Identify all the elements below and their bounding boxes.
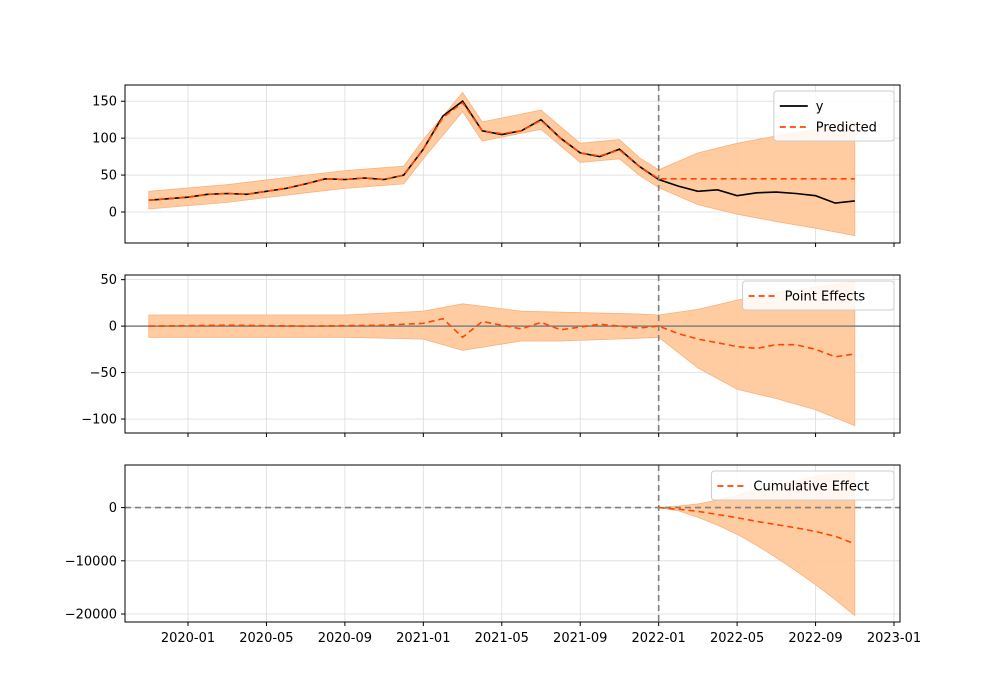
- x-tick-label: 2021-05: [475, 631, 529, 646]
- axes-frame: [124, 84, 901, 244]
- legend: y Predicted: [773, 90, 895, 142]
- panel-bottom: −20000 −10000 0 2020-01 2020-05 2020-09 2021-0…: [65, 464, 921, 646]
- x-tick-label: 2023-01: [867, 631, 921, 646]
- legend-box: [710, 470, 895, 501]
- y-tick-label: 100: [92, 132, 117, 147]
- y-tick-label: −20000: [65, 608, 117, 623]
- y-tick-label: −100: [81, 413, 117, 428]
- x-tick-label: 2021-09: [553, 631, 607, 646]
- confidence-band: [148, 281, 856, 427]
- y-tick-label: 150: [92, 95, 117, 110]
- x-tick-label: 2022-09: [788, 631, 842, 646]
- panel-middle: −100 −50 0 50 Point Effects: [81, 273, 901, 437]
- legend-label: Predicted: [816, 121, 877, 136]
- legend-box: [742, 280, 895, 311]
- x-tick-label: 2022-05: [710, 631, 764, 646]
- series-line-point-effects: [148, 317, 855, 358]
- y-tick-label: 0: [109, 501, 117, 516]
- y-tick-label: −50: [90, 366, 117, 381]
- y-tick-label: 0: [109, 205, 117, 220]
- axes-frame: [124, 464, 901, 623]
- y-tick-label: 50: [100, 273, 117, 288]
- legend-label: y: [816, 100, 824, 115]
- y-tick-label: −10000: [65, 554, 117, 569]
- plot-area-top: [148, 91, 856, 237]
- x-tick-label: 2022-01: [632, 631, 686, 646]
- legend-label: Cumulative Effect: [753, 480, 869, 495]
- legend-label: Point Effects: [785, 290, 866, 305]
- x-tick-label: 2020-01: [161, 631, 215, 646]
- series-line-cumulative-effect: [658, 506, 856, 545]
- y-tick-label: 50: [100, 169, 117, 184]
- legend: Point Effects: [742, 280, 895, 311]
- plot-area-middle: [125, 281, 900, 427]
- x-tick-label: 2020-09: [318, 631, 372, 646]
- x-tick-label: 2021-01: [396, 631, 450, 646]
- y-tick-label: 0: [109, 320, 117, 335]
- legend: Cumulative Effect: [710, 470, 895, 501]
- x-tick-label: 2020-05: [239, 631, 293, 646]
- series-line-predicted: [148, 101, 855, 201]
- axes-frame: [124, 274, 901, 434]
- panel-top: 0 50 100 150 y Predicted: [92, 84, 901, 247]
- legend-box: [773, 90, 895, 142]
- confidence-band: [148, 91, 856, 237]
